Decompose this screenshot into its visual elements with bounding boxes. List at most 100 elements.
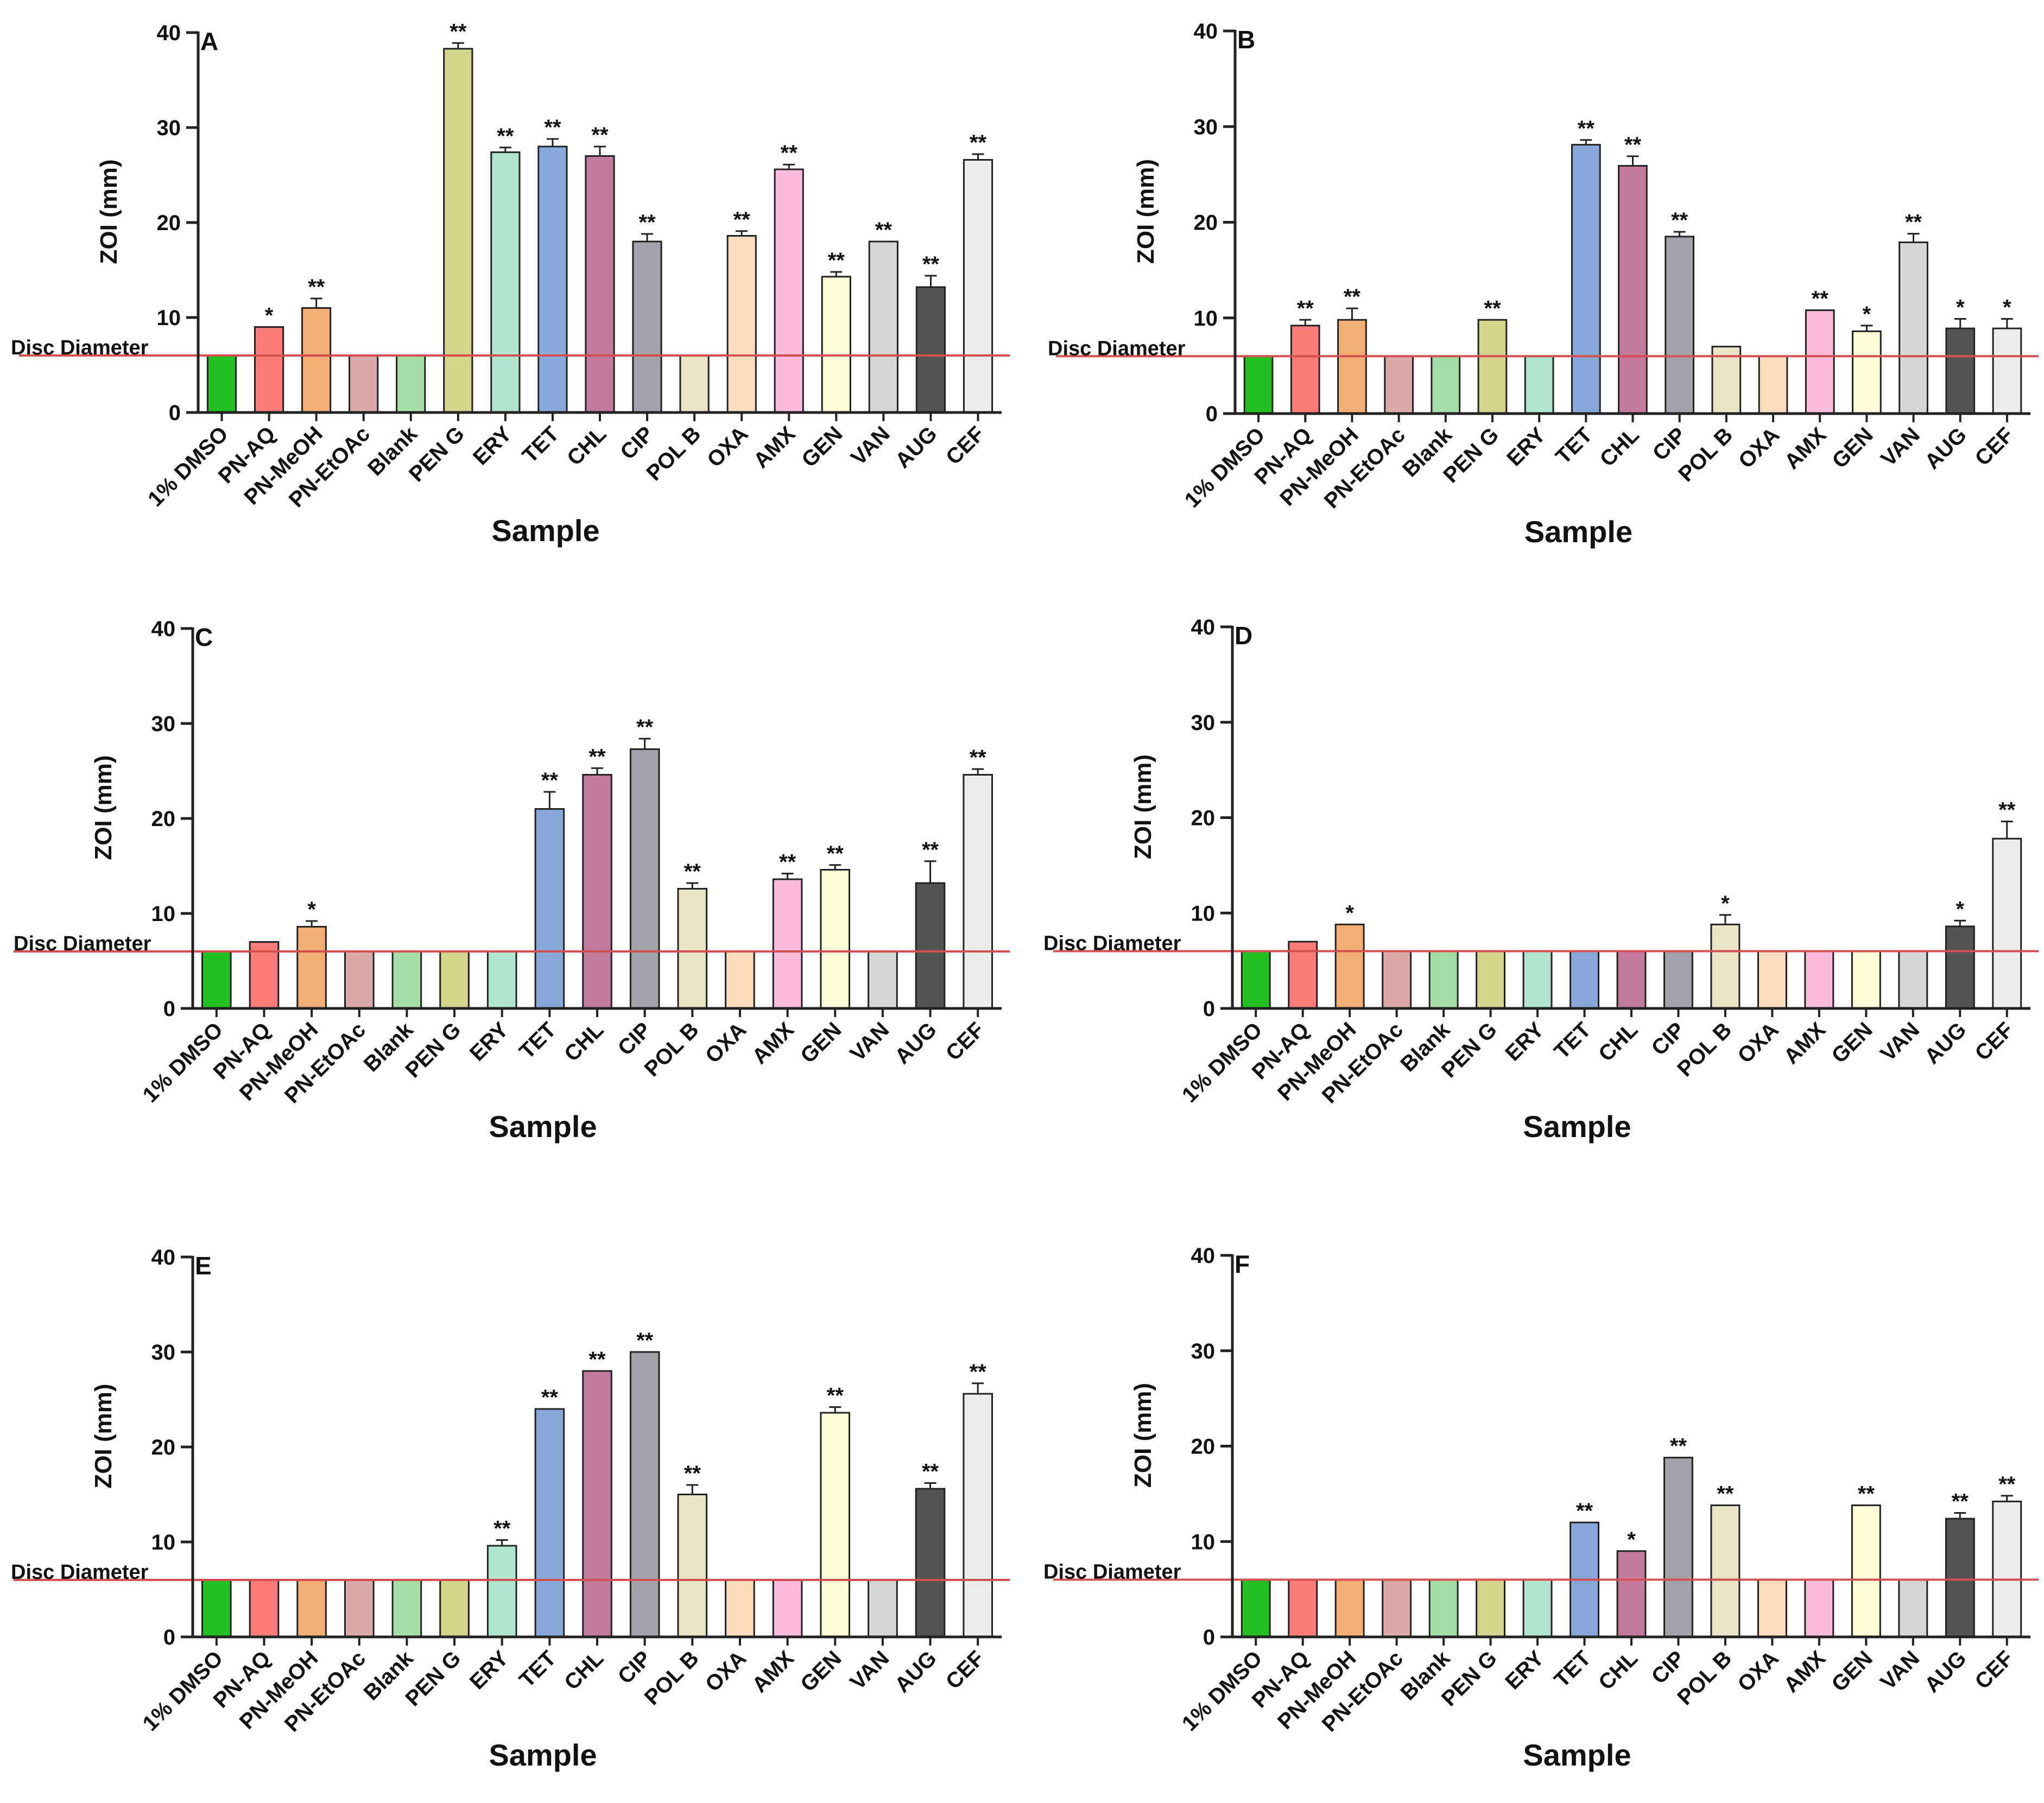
bar-amx bbox=[1804, 950, 1834, 1010]
x-tick-label: CEF bbox=[1971, 423, 2018, 471]
bar-pn-aq bbox=[254, 326, 284, 414]
bar-pol-b bbox=[1711, 346, 1742, 415]
bar-pn-aq bbox=[249, 1579, 280, 1638]
bar-blank bbox=[1431, 355, 1461, 415]
bar-cip bbox=[632, 240, 662, 414]
y-axis-title: ZOI (mm) bbox=[90, 755, 117, 860]
x-tick-label: AUG bbox=[1920, 1018, 1971, 1069]
significance-marker: ** bbox=[684, 1462, 701, 1485]
y-tick-label: 20 bbox=[151, 1436, 176, 1459]
bar-chl bbox=[585, 155, 615, 414]
significance-marker: ** bbox=[1905, 211, 1922, 234]
bar-pn-etoac bbox=[344, 950, 375, 1010]
x-tick-label: GEN bbox=[796, 1018, 846, 1068]
significance-marker: ** bbox=[970, 1360, 987, 1384]
panel-letter: D bbox=[1235, 621, 1252, 650]
bar-pn-etoac bbox=[1382, 950, 1412, 1010]
x-tick-label: CEF bbox=[941, 1646, 989, 1694]
bar-pn-etoac bbox=[1384, 355, 1414, 415]
y-tick-label: 40 bbox=[151, 1246, 176, 1269]
bar-pn-aq bbox=[1290, 325, 1320, 415]
y-tick-label: 10 bbox=[1194, 307, 1218, 331]
bar-pn-aq bbox=[1288, 941, 1318, 1010]
significance-marker: ** bbox=[588, 745, 606, 769]
bar-ery bbox=[1522, 1579, 1553, 1638]
x-tick-label: AUG bbox=[890, 1018, 941, 1069]
x-tick-label: VAN bbox=[1876, 1018, 1924, 1066]
x-tick-label: VAN bbox=[846, 422, 895, 470]
bar-ery bbox=[1524, 355, 1554, 415]
significance-marker: ** bbox=[544, 116, 561, 139]
bar-cip bbox=[1663, 1457, 1693, 1638]
y-tick-label: 30 bbox=[151, 712, 176, 736]
x-tick-label: ERY bbox=[465, 1018, 513, 1065]
bar-amx bbox=[1805, 309, 1835, 415]
significance-marker: ** bbox=[1578, 117, 1595, 141]
bar-blank bbox=[1428, 1579, 1459, 1638]
significance-marker: ** bbox=[827, 842, 844, 866]
significance-marker: ** bbox=[1344, 285, 1361, 309]
y-tick-label: 10 bbox=[151, 1531, 176, 1554]
y-tick-label: 0 bbox=[1203, 997, 1215, 1021]
x-tick-label: GEN bbox=[1827, 1646, 1877, 1696]
significance-marker: ** bbox=[1297, 296, 1314, 320]
x-tick-label: AMX bbox=[1779, 1018, 1830, 1069]
x-tick-label: VAN bbox=[1876, 1646, 1924, 1694]
x-tick-label: TET bbox=[515, 1646, 561, 1692]
significance-marker: ** bbox=[1812, 287, 1829, 311]
y-tick-label: 0 bbox=[169, 401, 181, 425]
x-tick-label: AMX bbox=[749, 422, 800, 473]
x-tick-label: POL B bbox=[640, 1646, 704, 1710]
x-tick-label: TET bbox=[1551, 423, 1597, 469]
panel-letter: F bbox=[1235, 1250, 1250, 1278]
y-tick-label: 30 bbox=[1191, 1339, 1216, 1363]
significance-marker: ** bbox=[541, 1386, 559, 1410]
bar-aug bbox=[1945, 925, 1975, 1010]
bar-1-dmso bbox=[1241, 950, 1271, 1010]
bar-tet bbox=[537, 145, 568, 414]
bar-blank bbox=[391, 1579, 422, 1638]
significance-marker: ** bbox=[1624, 133, 1642, 157]
bar-pol-b bbox=[677, 1494, 708, 1638]
bar-cip bbox=[629, 748, 660, 1010]
bar-oxa bbox=[726, 235, 757, 414]
y-tick-label: 0 bbox=[163, 997, 175, 1021]
x-tick-label: GEN bbox=[1827, 1018, 1877, 1068]
y-tick-label: 30 bbox=[151, 1341, 176, 1364]
bar-pn-aq bbox=[1288, 1579, 1318, 1638]
bar-pn-meoh bbox=[301, 307, 332, 414]
x-tick-label: GEN bbox=[796, 1646, 846, 1696]
bar-pn-meoh bbox=[1337, 319, 1367, 415]
x-tick-label: POL B bbox=[642, 422, 705, 485]
panel-letter: C bbox=[195, 623, 213, 651]
significance-marker: * bbox=[1721, 892, 1730, 916]
y-tick-label: 10 bbox=[1191, 902, 1216, 925]
bar-cef bbox=[1992, 837, 2022, 1010]
panel-a: ******* ** **** ************Disc Diameter01… bbox=[11, 20, 1010, 548]
bar-cef bbox=[963, 774, 993, 1010]
x-tick-label: ERY bbox=[469, 422, 516, 469]
significance-marker: ** bbox=[922, 838, 939, 862]
bar-oxa bbox=[1758, 355, 1788, 415]
bar-oxa bbox=[1757, 950, 1787, 1010]
x-tick-label: CHL bbox=[1596, 423, 1644, 471]
bar-pn-etoac bbox=[349, 354, 379, 414]
significance-marker: ** bbox=[1670, 1434, 1687, 1458]
bar-pn-etoac bbox=[1382, 1579, 1412, 1638]
y-tick-label: 20 bbox=[1191, 1435, 1216, 1459]
bar-van bbox=[1898, 950, 1928, 1010]
bar-amx bbox=[774, 168, 804, 414]
bar-chl bbox=[1616, 950, 1647, 1010]
y-tick-label: 20 bbox=[1191, 807, 1216, 830]
bar-1-dmso bbox=[1243, 355, 1274, 415]
bar-chl bbox=[1616, 1550, 1647, 1638]
disc-diameter-label: Disc Diameter bbox=[11, 337, 149, 359]
x-tick-label: OXA bbox=[701, 1018, 751, 1068]
bar-tet bbox=[534, 1408, 565, 1638]
bar-blank bbox=[391, 950, 422, 1010]
significance-marker: ** bbox=[733, 208, 751, 232]
disc-diameter-label: Disc Diameter bbox=[1043, 1561, 1181, 1584]
x-axis-title: Sample bbox=[1523, 1109, 1631, 1144]
x-tick-label: OXA bbox=[703, 422, 752, 472]
